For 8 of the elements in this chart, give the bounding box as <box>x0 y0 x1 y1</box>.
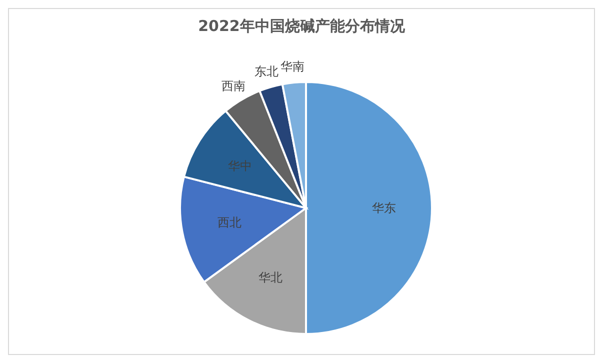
slice-label: 华北 <box>258 270 283 285</box>
slice-label: 西南 <box>222 78 246 93</box>
chart-title: 2022年中国烧碱产能分布情况 <box>197 17 406 36</box>
slice-label: 华中 <box>228 159 252 174</box>
slice-label: 华东 <box>372 201 396 215</box>
slice-label: 西北 <box>217 216 242 230</box>
slice-label: 东北 <box>254 64 278 79</box>
slice-label: 华南 <box>280 60 305 74</box>
